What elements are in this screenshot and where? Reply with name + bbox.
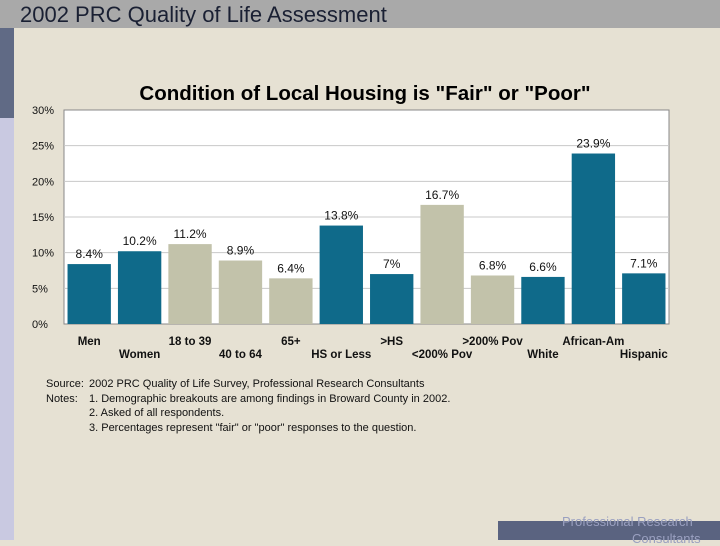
gridlines	[64, 145, 669, 289]
data-label: 8.9%	[227, 244, 255, 258]
y-tick-label: 5%	[32, 283, 48, 295]
notes-label: Notes:	[46, 392, 78, 405]
bar	[521, 276, 565, 324]
footer-brand-line-2: Consultants	[632, 531, 701, 546]
data-label: 6.6%	[529, 260, 557, 274]
y-tick-label: 30%	[32, 105, 54, 117]
category-label: >200% Pov	[462, 336, 523, 348]
bar	[622, 273, 666, 324]
category-label: Women	[119, 349, 160, 361]
category-label: Hispanic	[620, 349, 669, 361]
y-tick-label: 25%	[32, 141, 54, 153]
left-accent-stripe-light	[0, 118, 14, 540]
data-label: 7%	[383, 257, 401, 271]
bar	[168, 244, 212, 324]
category-label: HS or Less	[311, 349, 371, 361]
data-label: 6.8%	[479, 258, 507, 272]
data-label: 6.4%	[277, 261, 305, 275]
bar	[420, 204, 464, 324]
category-label: 65+	[281, 336, 301, 348]
bar	[571, 153, 616, 324]
slide-title: 2002 PRC Quality of Life Assessment	[20, 2, 387, 27]
category-label: <200% Pov	[412, 349, 473, 361]
chart-title: Condition of Local Housing is "Fair" or …	[139, 82, 591, 105]
category-label: White	[527, 349, 558, 361]
category-label: 40 to 64	[219, 349, 262, 361]
category-labels: Men Women 18 to 39 40 to 64 65+ HS or Less >HS…	[78, 336, 669, 361]
bar	[470, 275, 515, 324]
category-label: 18 to 39	[169, 336, 212, 348]
slide-header-bar	[0, 0, 720, 28]
bars	[67, 153, 666, 324]
data-label: 7.1%	[630, 256, 658, 270]
data-label: 13.8%	[324, 209, 358, 223]
note-3-text: 3. Percentages represent "fair" or "poor…	[89, 421, 417, 434]
data-label: 11.2%	[173, 227, 206, 241]
category-label: African-Am	[562, 336, 624, 348]
data-label: 10.2%	[123, 234, 157, 248]
y-tick-label: 20%	[32, 176, 54, 188]
y-tick-label: 15%	[32, 212, 54, 224]
bar	[218, 260, 263, 324]
source-label: Source:	[46, 378, 84, 390]
left-accent-stripe-dark	[0, 28, 14, 118]
note-2-text: 2. Asked of all respondents.	[89, 407, 225, 419]
note-1-text: 1. Demographic breakouts are among findi…	[89, 392, 451, 405]
bar	[67, 264, 111, 324]
bar	[319, 225, 363, 324]
category-label: >HS	[380, 336, 403, 348]
data-labels: 8.4% 10.2% 11.2% 8.9% 6.4% 13.8% 7% 16.7% 6.8% 6.…	[76, 137, 658, 276]
y-axis-tick-labels: 0% 5% 10% 15% 20% 25% 30%	[32, 105, 54, 331]
category-label: Men	[78, 336, 101, 348]
bar	[269, 278, 313, 324]
source-text: 2002 PRC Quality of Life Survey, Profess…	[89, 378, 425, 390]
data-label: 16.7%	[425, 188, 459, 202]
data-label: 23.9%	[576, 137, 610, 151]
footer-brand-line-1: Professional Research	[562, 514, 693, 529]
footer-bar	[498, 521, 720, 540]
y-tick-label: 10%	[32, 248, 54, 260]
y-tick-label: 0%	[32, 319, 48, 331]
data-label: 8.4%	[76, 247, 104, 261]
bar	[117, 251, 162, 324]
bar	[370, 274, 414, 324]
